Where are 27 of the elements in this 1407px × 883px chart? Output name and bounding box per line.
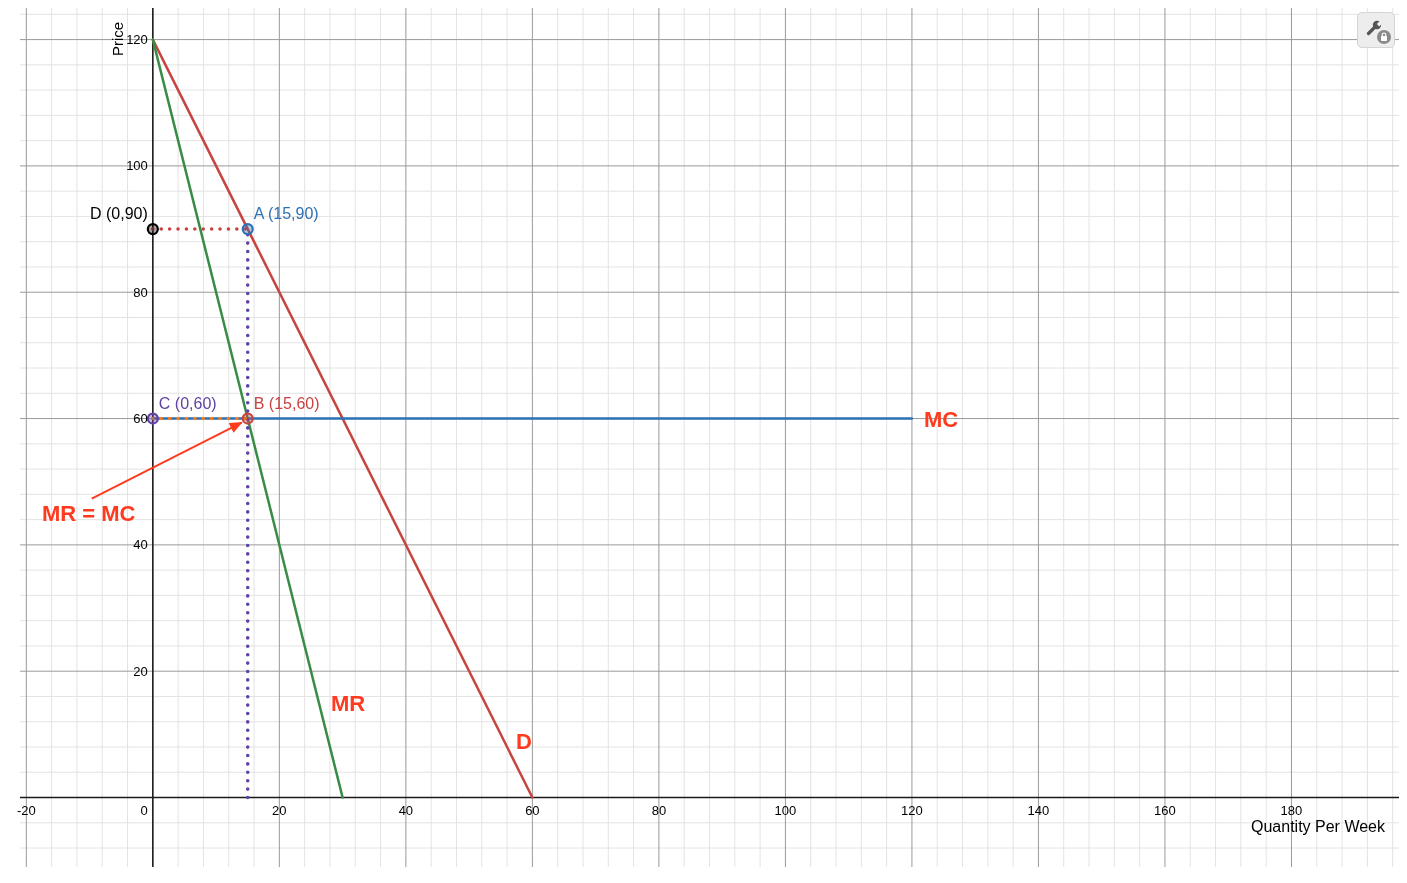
x-tick-label: 80	[651, 802, 667, 818]
x-tick-label: 60	[525, 802, 540, 818]
x-tick-label: 100	[774, 802, 797, 818]
y-tick-label: 40	[133, 537, 148, 553]
y-tick-label: 60	[133, 411, 148, 427]
x-tick-label: 140	[1027, 802, 1050, 818]
y-tick-label: 100	[126, 158, 148, 174]
x-tick-label: 160	[1154, 802, 1176, 818]
x-axis-title: Quantity Per Week	[1251, 817, 1386, 835]
y-tick-label: 80	[133, 284, 148, 300]
x-tick-label: 20	[272, 802, 287, 818]
annotation: D	[515, 728, 532, 754]
annotation: MR = MC	[41, 500, 136, 526]
annotation: C (0,60)	[158, 394, 217, 412]
x-tick-label: -20	[16, 802, 36, 818]
y-axis-title: Price	[108, 21, 126, 57]
y-tick-label: 120	[126, 32, 148, 48]
annotation: D (0,90)	[90, 204, 148, 222]
y-tick-label: 20	[133, 663, 148, 679]
annotation: B (15,60)	[253, 394, 320, 412]
x-tick-label: 40	[398, 802, 414, 818]
x-tick-label: 0	[140, 802, 148, 818]
annotation: MR	[330, 690, 366, 716]
annotation: A (15,90)	[253, 204, 319, 222]
x-tick-label: 120	[901, 802, 923, 818]
x-tick-label: 180	[1280, 802, 1303, 818]
annotation: MC	[923, 406, 959, 432]
